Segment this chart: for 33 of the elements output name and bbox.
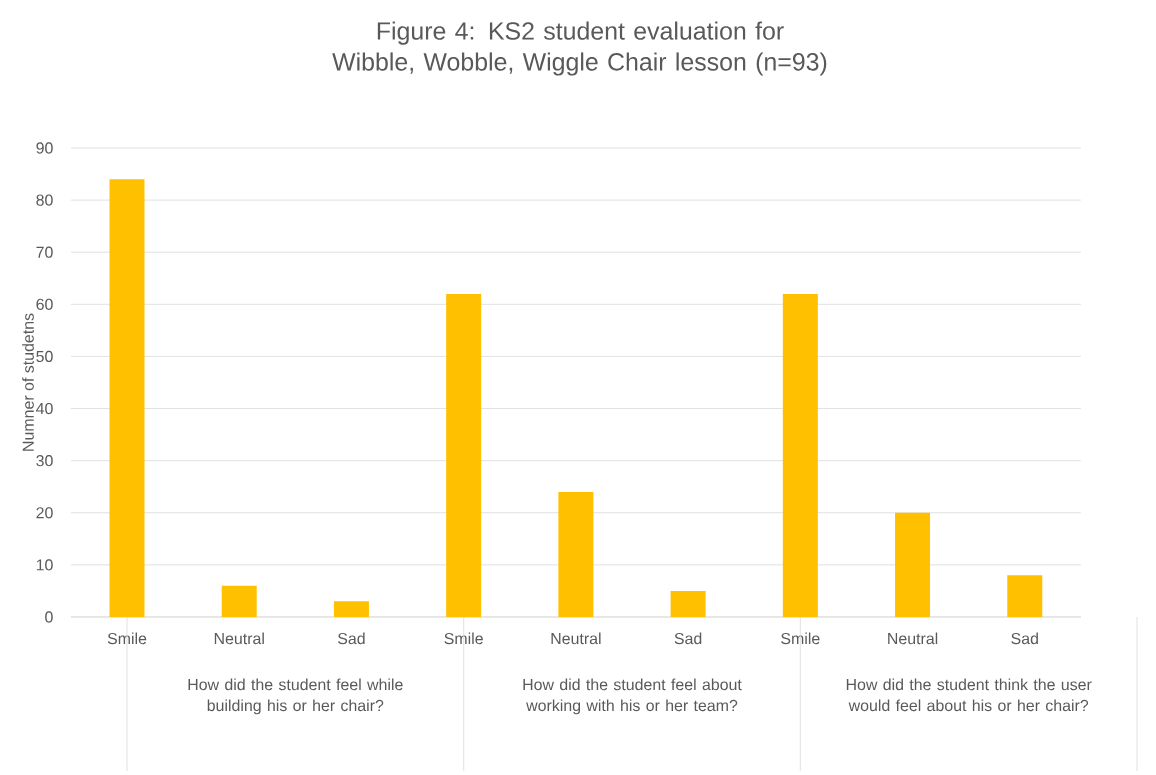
y-tick-label: 90 [36, 142, 53, 154]
bar [446, 293, 482, 617]
chart-title: Figure 4: KS2 student evaluation for Wibble, Wobble, Wiggle Chair lesson (n=93) [332, 21, 827, 76]
x-tick-label: Smile [107, 632, 147, 645]
bar [895, 512, 931, 617]
x-tick-label: Sad [337, 632, 365, 645]
bar [670, 590, 706, 617]
y-tick-label: 80 [36, 194, 53, 206]
y-tick-label: 10 [36, 559, 53, 571]
bar [782, 293, 818, 617]
text: How did the student feel while building his or her chair? [188, 678, 403, 715]
y-tick-label: 20 [36, 507, 53, 519]
x-tick-label: Neutral [214, 632, 264, 645]
y-tick-label: 60 [36, 298, 53, 310]
x-tick-label: Smile [444, 632, 483, 645]
x-tick-label: Neutral [551, 632, 601, 645]
x-tick-label: Sad [674, 632, 702, 645]
x-tick-label: Neutral [888, 632, 938, 645]
y-axis-title: Numner of studetns [22, 313, 34, 451]
bar [1007, 575, 1043, 617]
y-tick-label: 40 [36, 402, 53, 415]
bar [109, 179, 145, 617]
y-tick-label: 0 [45, 611, 53, 623]
text: How did the student feel about working with his or her team? [523, 678, 742, 715]
bar [333, 601, 369, 617]
x-tick-label: Smile [781, 632, 820, 645]
y-tick-label: 50 [36, 350, 53, 363]
y-tick-label: 30 [36, 455, 53, 467]
x-tick-label: Sad [1011, 632, 1038, 645]
y-tick-label: 70 [36, 246, 53, 258]
bar [221, 585, 257, 617]
text: How did the student think the user would feel about his or her chair? [846, 678, 1092, 712]
bar [558, 491, 594, 617]
